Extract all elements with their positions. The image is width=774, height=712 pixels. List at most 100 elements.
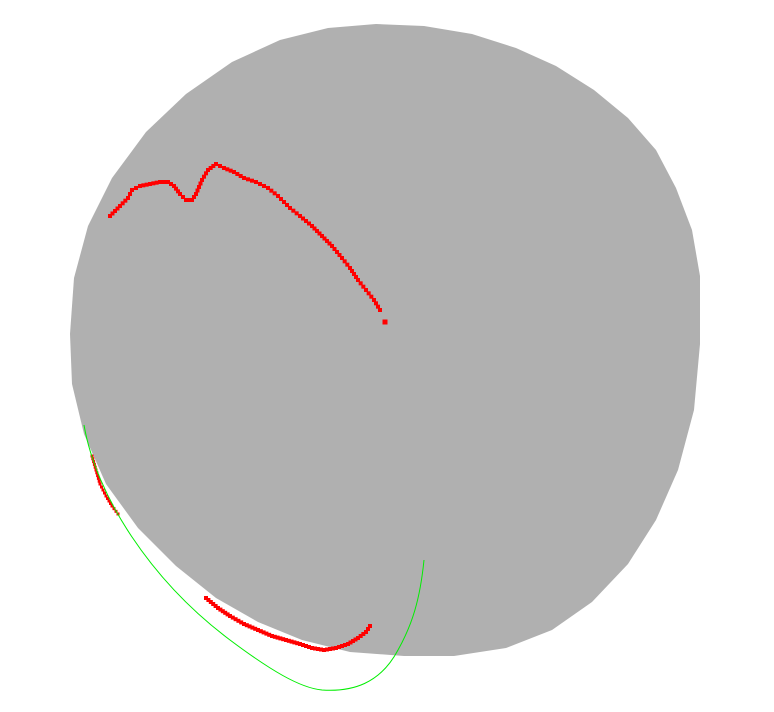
track-point — [356, 636, 360, 640]
track-point — [261, 630, 266, 635]
track-point — [322, 236, 327, 241]
track-point — [174, 186, 178, 191]
red-ground-track-upper — [108, 162, 388, 325]
track-point — [172, 184, 176, 188]
track-point — [204, 596, 208, 600]
track-point — [374, 301, 378, 306]
track-point — [345, 262, 350, 267]
track-point — [95, 471, 99, 475]
track-point — [242, 176, 246, 180]
track-point — [294, 211, 299, 216]
track-point — [298, 214, 302, 218]
track-point — [162, 180, 166, 184]
track-point — [151, 181, 156, 186]
track-point — [304, 644, 308, 648]
track-point — [256, 628, 260, 632]
track-point — [225, 612, 230, 617]
track-point — [361, 284, 366, 289]
track-point — [372, 298, 376, 302]
track-point — [320, 234, 324, 238]
track-point — [202, 174, 206, 179]
track-point — [206, 168, 210, 172]
track-point — [242, 622, 246, 626]
track-point — [335, 250, 339, 254]
track-point — [343, 643, 347, 647]
track-point — [272, 191, 277, 196]
track-point — [216, 606, 220, 610]
track-point — [310, 646, 314, 650]
track-point — [288, 206, 292, 210]
track-point — [361, 632, 366, 636]
track-point — [270, 634, 274, 638]
track-point — [337, 253, 342, 257]
track-point — [250, 178, 254, 183]
track-point — [109, 502, 112, 505]
track-point — [104, 494, 108, 498]
sphere-body — [70, 24, 700, 656]
track-point — [354, 275, 358, 279]
track-point — [353, 637, 358, 642]
track-point — [108, 214, 112, 218]
track-point — [298, 642, 302, 646]
track-point — [262, 184, 266, 188]
track-point — [366, 627, 370, 631]
track-point — [295, 641, 300, 646]
track-point — [325, 239, 329, 243]
track-point — [113, 209, 117, 213]
track-point — [211, 164, 216, 168]
track-point — [368, 624, 372, 628]
track-point — [315, 229, 319, 233]
track-point — [332, 247, 337, 251]
track-point — [195, 188, 200, 193]
track-point — [250, 625, 255, 630]
track-point — [101, 488, 105, 492]
track-point — [267, 632, 272, 637]
track-point — [126, 196, 130, 200]
track-point — [286, 638, 291, 643]
track-point — [382, 319, 388, 325]
track-point — [120, 201, 125, 206]
track-point — [331, 646, 335, 651]
track-point — [284, 638, 288, 642]
track-point — [348, 266, 352, 270]
track-point — [258, 629, 263, 634]
track-point — [289, 639, 294, 644]
track-point — [376, 304, 380, 309]
track-point — [282, 200, 286, 204]
track-point — [356, 278, 360, 282]
track-point — [230, 615, 235, 620]
track-point — [292, 640, 297, 645]
track-point — [235, 172, 240, 176]
track-point — [350, 269, 354, 273]
track-point — [148, 182, 152, 186]
track-point — [307, 645, 311, 649]
track-point — [106, 497, 109, 500]
track-point — [247, 624, 252, 629]
track-point — [239, 620, 244, 625]
track-point — [233, 617, 238, 622]
track-point — [307, 221, 311, 226]
track-point — [100, 485, 103, 489]
track-point — [144, 182, 149, 187]
track-point — [123, 198, 128, 203]
track-point — [236, 618, 241, 623]
track-point — [228, 614, 232, 618]
track-point — [228, 168, 233, 173]
track-point — [107, 499, 111, 503]
track-point — [358, 634, 363, 638]
track-point — [208, 600, 213, 604]
track-point — [103, 491, 106, 495]
track-point — [266, 186, 270, 190]
green-orbit-path — [83, 424, 425, 691]
track-point — [253, 626, 258, 631]
track-point — [327, 241, 332, 246]
track-point — [291, 208, 296, 213]
track-point — [97, 479, 101, 483]
track-point — [181, 195, 185, 199]
track-point — [325, 647, 329, 652]
track-point — [214, 162, 218, 166]
track-point — [134, 186, 138, 190]
track-point — [313, 646, 317, 651]
